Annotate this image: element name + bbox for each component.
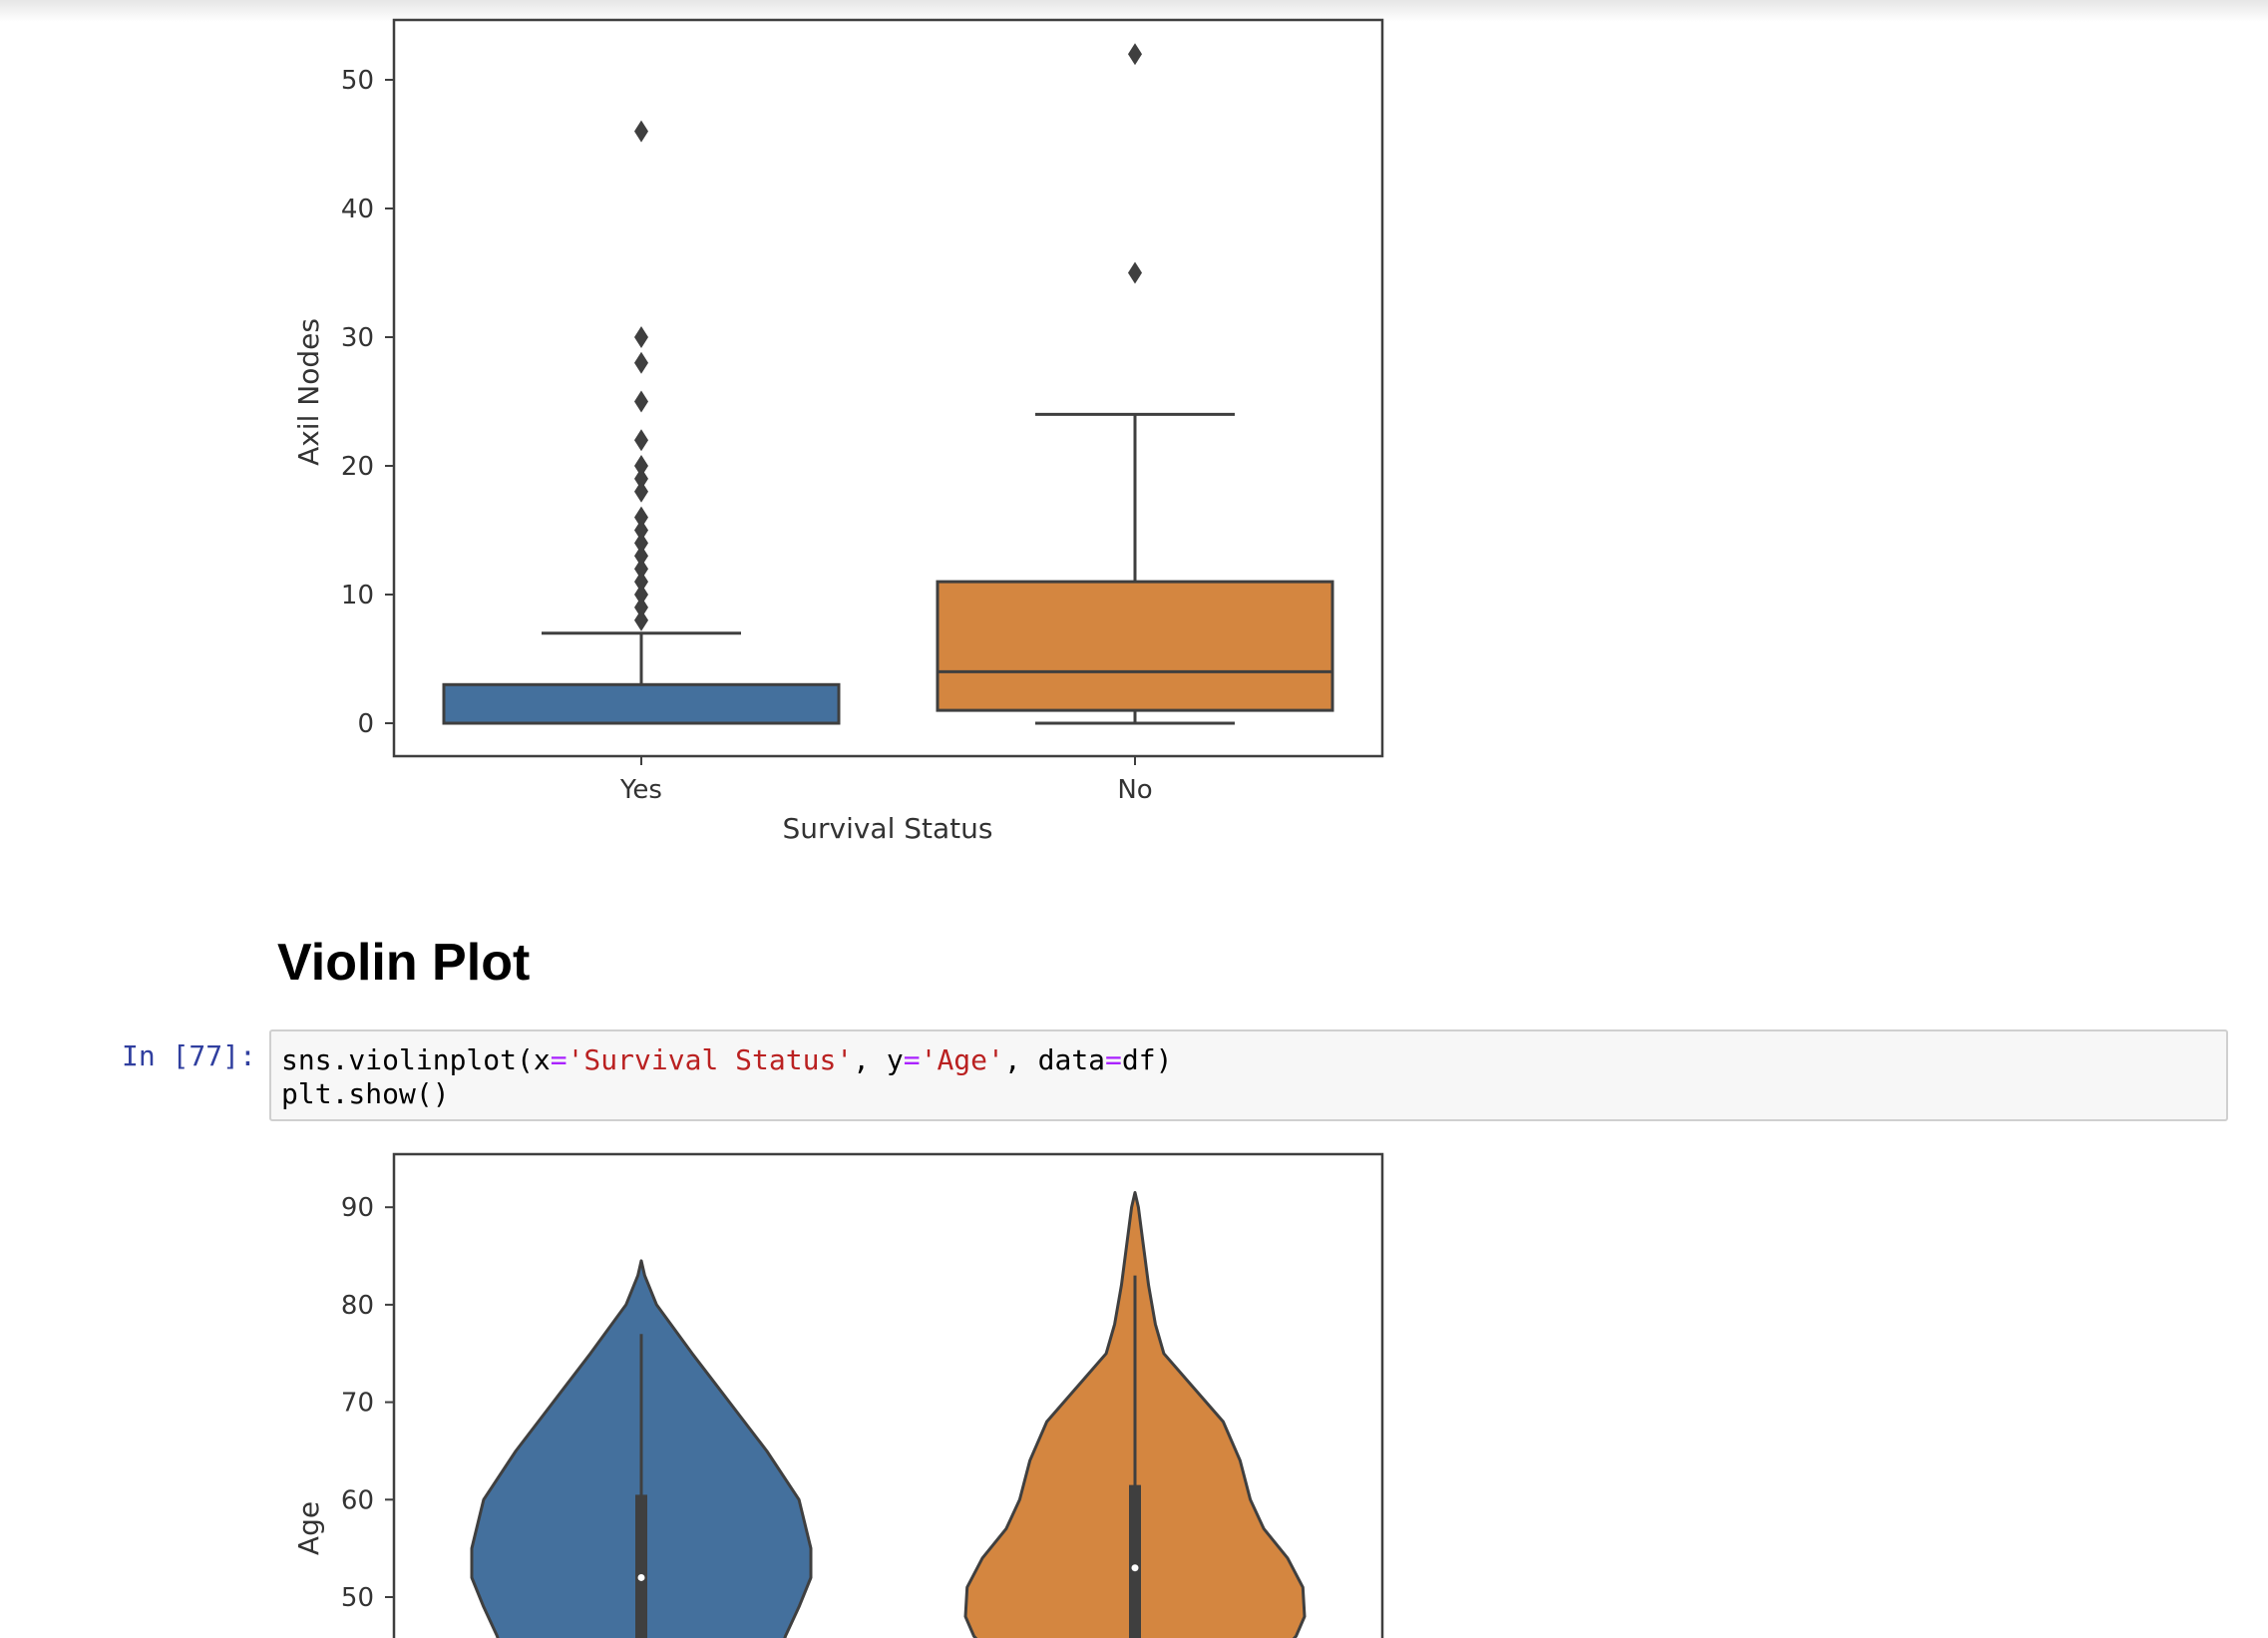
y-tick-label: 50 (341, 1583, 374, 1613)
code-line-2: plt.show() (281, 1077, 450, 1110)
x-tick-label: No (1117, 775, 1152, 805)
y-tick-label: 0 (357, 709, 374, 739)
outlier-point (1128, 43, 1142, 66)
code-token: , y (853, 1043, 904, 1076)
box-plot-chart: 0 10 20 30 40 50 Yes No Survival Status Axil No… (292, 18, 1384, 845)
outlier-point (634, 326, 648, 348)
y-tick-label: 30 (341, 323, 374, 353)
code-token: = (1105, 1043, 1122, 1076)
violin-inner-box (635, 1494, 647, 1638)
outlier-point (634, 506, 648, 529)
outlier-point (634, 467, 648, 490)
section-heading: Violin Plot (277, 934, 531, 992)
y-tick-label: 60 (341, 1485, 374, 1515)
outlier-point (1128, 261, 1142, 284)
x-tick-label: Yes (619, 775, 662, 805)
y-tick-label: 50 (341, 66, 374, 96)
code-token: 'Survival Status' (567, 1043, 854, 1076)
code-token: , data (1003, 1043, 1106, 1076)
box-yes (442, 682, 841, 725)
y-tick-label: 10 (341, 581, 374, 611)
cell-prompt: In [77]: (122, 1039, 256, 1072)
code-token: 'Age' (920, 1043, 1004, 1076)
outlier-point (634, 519, 648, 542)
violin-plot-ylabel: Age (292, 1501, 325, 1555)
top-shade (0, 0, 2268, 22)
outlier-point (634, 480, 648, 503)
y-tick-label: 70 (341, 1389, 374, 1419)
violin-median-dot (637, 1573, 645, 1581)
y-tick-label: 20 (341, 452, 374, 482)
outlier-point (634, 390, 648, 413)
box-no (936, 580, 1334, 712)
outlier-point (634, 609, 648, 631)
y-tick-label: 40 (341, 195, 374, 224)
code-token: = (550, 1043, 567, 1076)
outlier-point (634, 558, 648, 581)
violin-median-dot (1131, 1564, 1139, 1572)
outlier-point (634, 351, 648, 374)
y-tick-label: 90 (341, 1193, 374, 1223)
outlier-point (634, 455, 648, 477)
violin-plot-chart: 50 60 70 80 90 Age (292, 1152, 1384, 1638)
outlier-point (634, 596, 648, 618)
code-cell[interactable]: sns.violinplot(x='Survival Status', y='A… (269, 1029, 2228, 1121)
box-plot-frame (392, 18, 1384, 758)
outlier-point (634, 571, 648, 594)
violin-plot-frame (392, 1152, 1384, 1638)
code-token: = (903, 1043, 921, 1076)
outlier-point (634, 545, 648, 568)
code-token: sns.violinplot(x (281, 1043, 551, 1076)
box-plot-xlabel: Survival Status (782, 812, 992, 845)
outlier-point (634, 584, 648, 606)
outlier-point (634, 429, 648, 452)
box-plot-ylabel: Axil Nodes (292, 318, 325, 466)
violin-inner-box (1129, 1484, 1141, 1638)
outlier-point (634, 532, 648, 555)
code-token: df) (1121, 1043, 1173, 1076)
y-tick-label: 80 (341, 1291, 374, 1321)
outlier-point (634, 120, 648, 143)
code-line-1: sns.violinplot(x='Survival Status', y='A… (281, 1043, 2216, 1077)
